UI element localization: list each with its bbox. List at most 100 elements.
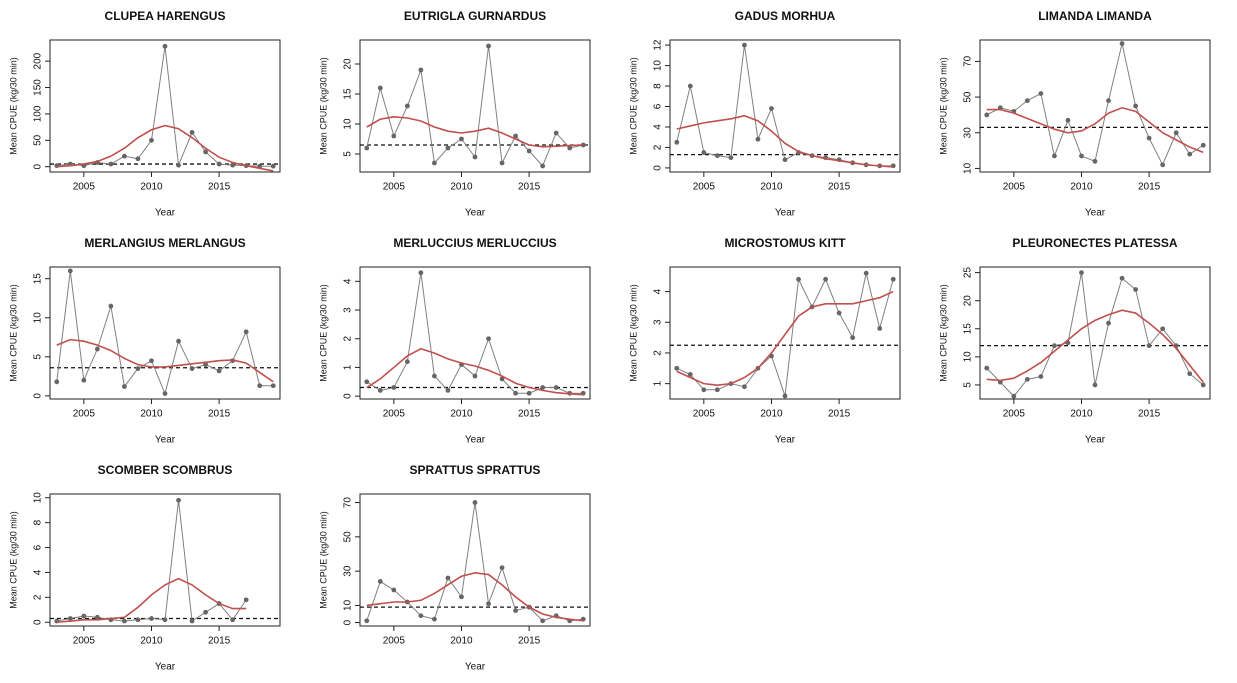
plot-frame: [359, 493, 591, 627]
x-tick-label: 2015: [208, 636, 231, 647]
data-point: [567, 145, 573, 151]
x-tick-label: 2005: [383, 182, 406, 193]
y-tick-label: 0: [343, 393, 354, 399]
data-point: [486, 336, 491, 342]
data-point: [135, 366, 141, 371]
data-point: [1052, 153, 1057, 159]
x-axis-label: Year: [465, 208, 486, 219]
x-tick-label: 2010: [760, 409, 783, 420]
data-point: [108, 303, 114, 309]
smoothed-line: [986, 309, 1204, 383]
smoothed-line: [986, 106, 1204, 154]
y-tick-label: 5: [343, 151, 354, 157]
data-point: [257, 383, 263, 389]
plot-frame: [669, 266, 901, 400]
y-tick-label: 3: [343, 307, 354, 313]
data-point: [472, 154, 478, 160]
x-axis-label: Year: [775, 435, 796, 446]
panel: SCOMBER SCOMBRUS Year Mean CPUE (kg/30 min…: [8, 463, 281, 673]
x-tick-label: 2015: [1138, 409, 1161, 420]
data-point: [445, 575, 451, 581]
data-point: [418, 270, 424, 276]
smoothed-line: [366, 115, 584, 148]
data-point: [230, 162, 236, 168]
x-tick-label: 2015: [1138, 182, 1161, 193]
data-point: [687, 83, 693, 89]
data-point: [81, 613, 87, 619]
data-point: [1106, 320, 1111, 326]
plot-frame: [979, 266, 1211, 400]
data-point: [486, 601, 491, 607]
y-tick-label: 6: [653, 103, 664, 109]
data-point: [54, 379, 60, 385]
y-tick-label: 10: [963, 162, 974, 174]
data-point: [1187, 151, 1193, 157]
observed-line: [986, 272, 1204, 397]
data-point: [94, 346, 100, 352]
y-tick-label: 10: [33, 492, 44, 504]
y-tick-label: 0: [33, 164, 44, 170]
data-point: [1024, 376, 1030, 382]
x-axis-label: Year: [775, 208, 796, 219]
y-tick-label: 6: [33, 544, 44, 550]
plot-frame: [49, 39, 281, 173]
data-point: [377, 85, 383, 91]
data-point: [836, 310, 842, 316]
y-tick-label: 0: [343, 619, 354, 625]
y-tick-label: 20: [343, 58, 354, 70]
x-axis-label: Year: [1085, 208, 1106, 219]
data-point: [1200, 142, 1206, 148]
data-point: [1160, 162, 1166, 168]
data-point: [1146, 343, 1152, 349]
panel: SPRATTUS SPRATTUS Year Mean CPUE (kg/30 mi…: [318, 463, 591, 673]
data-point: [1133, 103, 1138, 109]
x-tick-label: 2005: [1003, 409, 1026, 420]
x-tick-label: 2015: [828, 182, 851, 193]
data-point: [162, 43, 168, 49]
data-point: [687, 372, 693, 377]
y-tick-label: 20: [963, 295, 974, 307]
x-axis-label: Year: [465, 435, 486, 446]
data-point: [553, 130, 559, 136]
data-point: [714, 387, 720, 393]
y-axis-label: Mean CPUE (kg/30 min): [938, 57, 948, 155]
x-tick-label: 2005: [693, 409, 716, 420]
x-tick-label: 2015: [518, 409, 541, 420]
data-point: [364, 379, 370, 385]
y-tick-label: 4: [653, 288, 664, 294]
y-tick-label: 10: [963, 351, 974, 363]
data-point: [755, 136, 761, 142]
y-axis-label: Mean CPUE (kg/30 min): [628, 57, 638, 155]
y-tick-label: 100: [33, 105, 44, 122]
x-axis-label: Year: [155, 435, 176, 446]
y-tick-label: 0: [33, 393, 44, 399]
data-point: [176, 162, 181, 168]
x-tick-label: 2010: [450, 409, 473, 420]
data-point: [391, 385, 397, 390]
y-tick-label: 2: [343, 336, 354, 342]
data-point: [823, 276, 828, 282]
data-point: [540, 163, 546, 169]
panel: EUTRIGLA GURNARDUS Year Mean CPUE (kg/30 m…: [318, 9, 591, 219]
data-point: [391, 133, 397, 139]
x-tick-label: 2010: [140, 409, 163, 420]
data-point: [890, 276, 896, 282]
data-point: [203, 609, 208, 615]
data-point: [984, 365, 990, 371]
data-point: [67, 616, 73, 621]
data-point: [1106, 98, 1111, 104]
y-tick-label: 1: [653, 380, 664, 386]
data-point: [377, 579, 383, 584]
data-point: [203, 149, 208, 155]
data-point: [1133, 287, 1138, 292]
data-point: [432, 160, 437, 166]
smoothed-line: [56, 124, 274, 172]
data-point: [1119, 275, 1125, 281]
plot-frame: [359, 39, 591, 173]
data-point: [404, 103, 410, 109]
panel: MICROSTOMUS KITT Year Mean CPUE (kg/30 min…: [628, 236, 901, 446]
data-point: [149, 137, 154, 143]
plot-frame: [49, 266, 281, 400]
data-point: [472, 500, 478, 505]
